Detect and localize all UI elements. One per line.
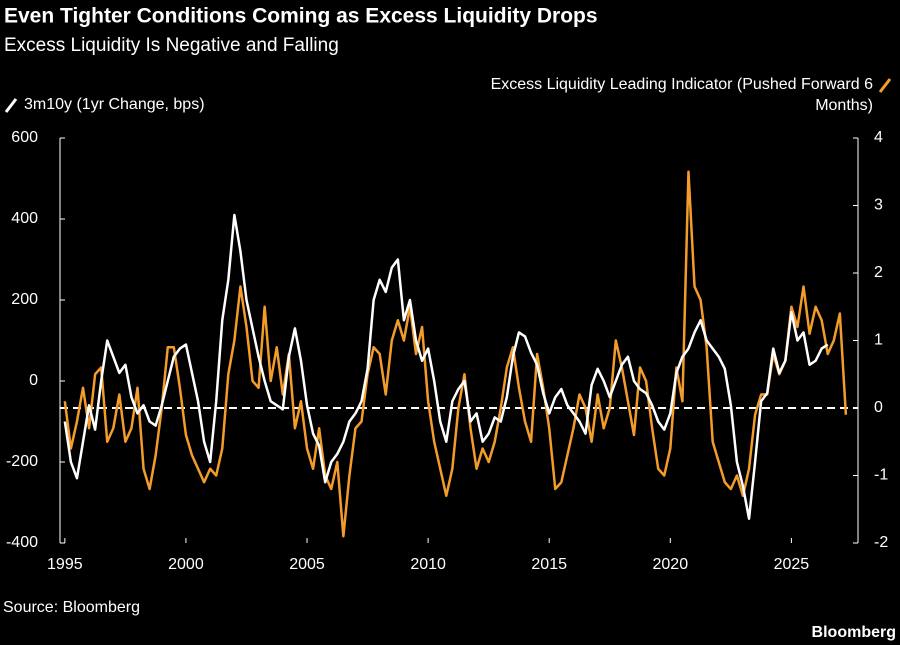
y-tick-label: 400 xyxy=(11,210,38,227)
x-tick-label: 1995 xyxy=(47,556,83,573)
chart-title: Even Tighter Conditions Coming as Excess… xyxy=(4,5,598,28)
y-tick-label: 0 xyxy=(29,372,38,389)
legend-label: 3m10y (1yr Change, bps) xyxy=(24,96,205,113)
y2-tick-label: -2 xyxy=(874,534,888,551)
y-tick-label: 600 xyxy=(11,129,38,146)
legend-label: Excess Liquidity Leading Indicator (Push… xyxy=(490,76,873,114)
legend-swatch xyxy=(878,78,892,93)
source: Source: Bloomberg xyxy=(3,599,140,616)
x-tick-label: 2020 xyxy=(653,556,689,573)
y2-tick-label: -1 xyxy=(874,467,888,484)
chart-subtitle: Excess Liquidity Is Negative and Falling xyxy=(4,35,339,56)
legend-swatch xyxy=(4,98,18,113)
series-line xyxy=(63,170,848,538)
y2-tick-label: 2 xyxy=(874,264,883,281)
y2-tick-label: 0 xyxy=(874,399,883,416)
y-tick-label: -400 xyxy=(6,534,38,551)
x-tick-label: 2015 xyxy=(531,556,567,573)
brand: Bloomberg xyxy=(812,624,896,641)
y-tick-label: -200 xyxy=(6,453,38,470)
x-tick-label: 2000 xyxy=(168,556,204,573)
y2-tick-label: 4 xyxy=(874,129,883,146)
x-tick-label: 2025 xyxy=(774,556,810,573)
series-line xyxy=(63,213,829,520)
y-tick-label: 200 xyxy=(11,291,38,308)
y2-tick-label: 1 xyxy=(874,332,883,349)
x-tick-label: 2005 xyxy=(289,556,325,573)
y2-tick-label: 3 xyxy=(874,197,883,214)
x-tick-label: 2010 xyxy=(410,556,446,573)
